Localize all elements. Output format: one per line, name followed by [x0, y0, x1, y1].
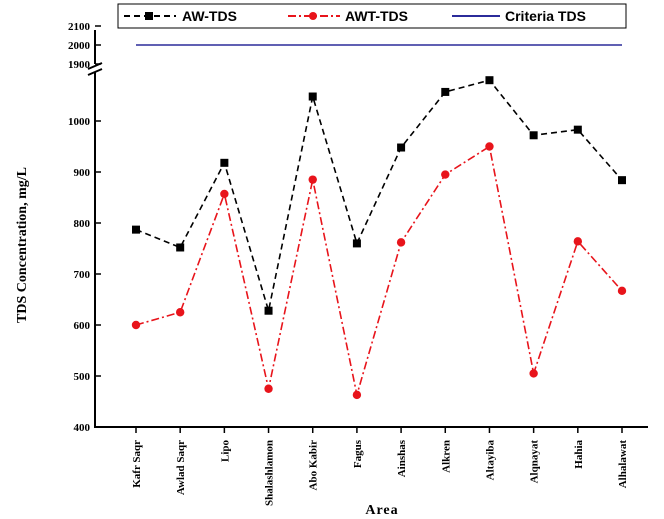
y-tick-label: 400 — [74, 422, 91, 434]
aw-tds-point — [573, 125, 582, 134]
legend-item-criteria-tds: Criteria TDS — [452, 8, 586, 24]
aw-tds-point — [441, 87, 450, 96]
aw-tds-point — [485, 76, 494, 85]
awt-tds-point — [308, 175, 317, 184]
aw-tds-point — [352, 239, 361, 248]
y-tick-label: 1900 — [68, 59, 91, 71]
x-tick-label: Lipo — [219, 440, 231, 463]
axes — [87, 30, 648, 428]
legend-item-aw-tds: AW-TDS — [124, 8, 237, 24]
legend-item-awt-tds: AWT-TDS — [288, 8, 408, 24]
aw-tds-point — [618, 176, 626, 185]
y-tick-label: 800 — [74, 218, 91, 230]
x-tick-label: Altayiba — [484, 440, 496, 481]
awt-tds-point — [352, 390, 362, 400]
aw-tds-point — [308, 92, 317, 101]
legend-marker-awt-tds — [309, 12, 317, 20]
aw-tds-point — [529, 131, 538, 140]
legend-label-criteria-tds: Criteria TDS — [505, 8, 586, 24]
legend-marker-aw-tds — [145, 12, 153, 20]
x-tick-label: Shalashlamon — [264, 440, 276, 506]
aw-tds-point — [264, 306, 273, 315]
legend-label-aw-tds: AW-TDS — [182, 8, 237, 24]
awt-tds-point — [573, 237, 583, 246]
x-axis-title: Area — [365, 503, 398, 518]
series-layer — [131, 76, 627, 400]
awt-tds-point — [131, 320, 141, 330]
x-tick-label: Awlad Saqr — [175, 440, 187, 495]
y-tick-label: 700 — [74, 269, 91, 281]
awt-tds-point — [396, 238, 406, 247]
y-tick-label: 500 — [74, 371, 91, 383]
x-tick-label: Alqnayat — [529, 440, 541, 484]
x-tick-label: Abo Kabir — [308, 440, 320, 491]
y-tick-label: 900 — [74, 167, 91, 179]
x-tick-label: Alkren — [440, 440, 452, 473]
y-axis-title: TDS Concentration, mg/L — [15, 167, 30, 323]
y-axis-ticks: 400 500 600 700 800 900 1000 1900 2000 2100 — [68, 21, 101, 434]
aw-tds-point — [220, 158, 229, 167]
y-tick-label: 1000 — [68, 116, 91, 128]
y-tick-label: 2000 — [68, 40, 91, 52]
legend-box — [117, 3, 627, 29]
awt-tds-point — [220, 189, 229, 199]
awt-tds-point — [175, 308, 185, 317]
aw-tds-point — [176, 243, 185, 252]
awt-tds-point — [264, 384, 273, 393]
x-tick-label: Kafr Saqr — [131, 440, 143, 488]
x-axis-ticks: Kafr Saqr Awlad Saqr Lipo Shalashlamon Abo K… — [131, 427, 629, 506]
x-tick-label: Fagus — [352, 439, 364, 468]
awt-tds-point — [617, 286, 627, 296]
awt-tds-point — [441, 170, 450, 179]
x-tick-label: Alhalawat — [617, 440, 629, 489]
x-tick-label: Ainshas — [396, 439, 408, 477]
y-tick-label: 2100 — [68, 21, 91, 33]
y-tick-label: 600 — [74, 320, 91, 332]
x-tick-label: Hahia — [573, 440, 585, 469]
legend-label-awt-tds: AWT-TDS — [345, 8, 408, 24]
aw-tds-point — [132, 225, 140, 234]
awt-tds-point — [529, 369, 538, 378]
legend: AW-TDS AWT-TDS Criteria TDS — [117, 3, 627, 29]
awt-tds-line — [135, 145, 623, 396]
aw-tds-point — [397, 143, 406, 152]
aw-tds-line — [135, 79, 623, 311]
awt-tds-point — [485, 142, 494, 151]
